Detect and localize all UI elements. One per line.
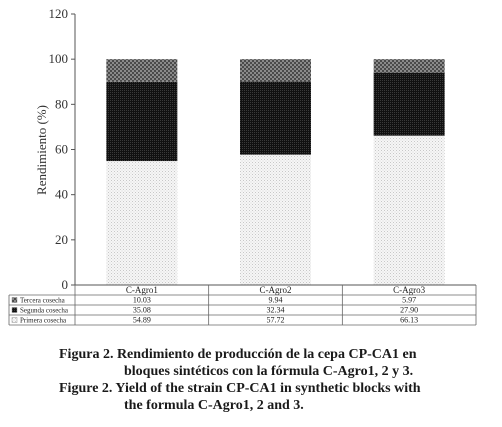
bars: [106, 59, 445, 285]
caption-line-1: Figura 2. Rendimiento de producción de l…: [59, 347, 417, 362]
y-tick-label: 20: [55, 232, 68, 247]
bar-segment: [373, 59, 445, 73]
y-tick-label: 80: [55, 96, 68, 111]
data-label: 66.13: [400, 316, 418, 325]
y-axis: 0 20 40 60 80 100 120: [49, 6, 76, 292]
bar-segment: [240, 59, 311, 82]
caption-line-3: Figure 2. Yield of the strain CP-CA1 in …: [59, 381, 421, 396]
legend-swatch: [11, 297, 18, 303]
bar-segment: [106, 59, 178, 82]
bar-segment: [373, 72, 445, 136]
data-label: 35.08: [133, 306, 151, 315]
data-label: 57.72: [267, 316, 285, 325]
legend-label: Segunda cosecha: [20, 307, 69, 315]
bar-segment: [240, 81, 311, 155]
y-tick-label: 40: [55, 187, 68, 202]
data-label: 54.89: [133, 316, 151, 325]
y-tick-label: 100: [49, 51, 69, 66]
y-axis-label: Rendimiento (%): [34, 105, 49, 195]
data-table: C-Agro1 C-Agro2 C-Agro3 Tercera cosecha 10.0…: [8, 284, 477, 326]
bar-segment: [373, 135, 445, 285]
y-tick-label: 60: [55, 142, 68, 157]
bar-segment: [240, 154, 311, 285]
data-label: 9.94: [269, 296, 283, 305]
bar-segment: [106, 161, 178, 285]
data-label: 32.34: [267, 306, 285, 315]
caption-line-4: the formula C-Agro1, 2 and 3.: [124, 398, 304, 413]
data-label: 27.90: [400, 306, 418, 315]
data-label: 10.03: [133, 296, 151, 305]
category-label: C-Agro1: [126, 285, 158, 295]
y-tick-label: 120: [49, 6, 69, 21]
y-tick-label: 0: [62, 277, 69, 292]
data-label: 5.97: [402, 296, 416, 305]
category-label: C-Agro2: [260, 285, 292, 295]
bar-segment: [106, 81, 178, 162]
legend-swatch: [11, 307, 18, 313]
caption-line-2: bloques sintéticos con la fórmula C-Agro…: [124, 364, 414, 379]
legend-label: Tercera cosecha: [20, 297, 66, 305]
category-label: C-Agro3: [393, 285, 425, 295]
legend-swatch: [11, 317, 18, 323]
legend-label: Primera cosecha: [20, 317, 67, 325]
